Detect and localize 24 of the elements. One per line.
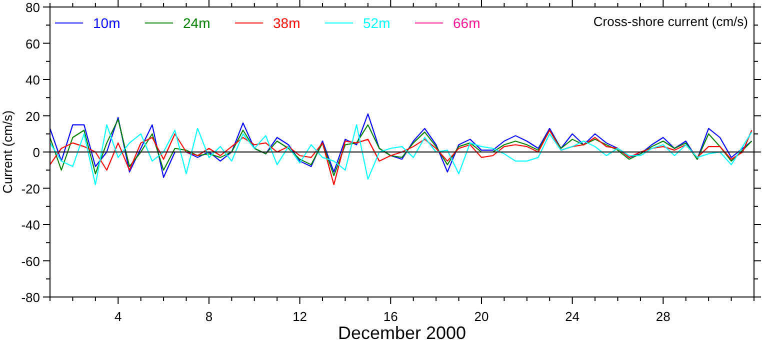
legend-label: 52m [363,15,390,31]
text: Cross-shore current (cm/s) [593,14,748,29]
y-tick-label: 60 [26,36,40,52]
x-tick-label: 20 [474,309,489,324]
x-tick-label: 28 [656,309,670,324]
y-tick-label: -20 [21,181,40,196]
x-tick-label: 24 [565,309,580,324]
y-tick-label: 0 [32,145,40,160]
y-tick-label: -60 [21,254,40,269]
x-tick-label: 4 [114,309,122,324]
y-tick-label: -40 [21,218,40,232]
y-axis-title: Current (cm/s) [0,110,15,194]
legend-label: 38m [273,15,300,31]
x-tick-label: 12 [292,309,308,324]
x-tick-label: 16 [383,309,398,324]
y-tick-label: 20 [26,108,40,124]
legend-label: 24m [183,15,210,31]
legend-label: 10m [93,15,120,31]
y-tick-label: 40 [26,72,40,88]
x-axis-title: December 2000 [338,323,466,342]
y-tick-label: 80 [26,0,40,15]
legend-label: 66m [453,15,480,31]
x-tick-label: 8 [205,309,213,324]
y-tick-label: -80 [21,290,40,305]
